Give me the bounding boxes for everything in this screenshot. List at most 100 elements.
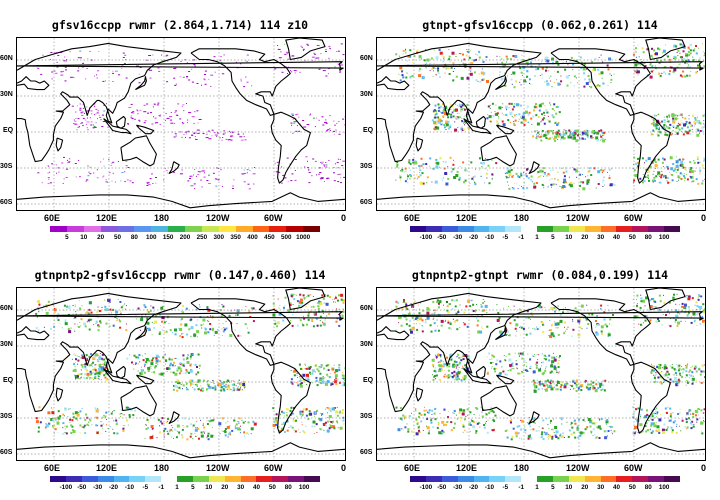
colorbar-swatch — [224, 476, 241, 482]
map-panel-p2: gtnpt-gfsv16ccpp (0.062,0.261) 114 60N 30N… — [360, 0, 720, 250]
colorbar-tick-label: -1 — [518, 484, 524, 491]
colorbar-swatch — [185, 226, 202, 232]
map-plot-area — [16, 37, 346, 211]
colorbar-swatch — [489, 226, 506, 232]
colorbar-tick-label: -20 — [468, 234, 479, 241]
colorbar-swatch — [425, 226, 442, 232]
colorbar-tick-label: 150 — [162, 234, 174, 241]
colorbar-labels: -100 -50 -30 -20 -10 -5 -1 1 5 10 20 30 40 50 80 100 — [410, 484, 680, 494]
colorbar-swatch — [552, 476, 569, 482]
colorbar-tick-label: 5 — [65, 234, 69, 241]
map-canvas — [377, 288, 705, 460]
colorbar-swatch — [83, 226, 101, 232]
map-panel-p3: gtnpntp2-gfsv16ccpp rwmr (0.147,0.460) 1… — [0, 250, 360, 500]
colorbar-tick-label: -30 — [453, 484, 463, 491]
lon-label: 120W — [206, 463, 230, 473]
lat-label: 30S — [0, 163, 13, 170]
colorbar-labels: 5 10 20 50 80 100 150 200 250 300 350 400 450 500 1000 — [50, 234, 320, 244]
lat-label: 60N — [0, 305, 13, 312]
colorbar-swatch — [552, 226, 569, 232]
colorbar-swatch — [584, 476, 601, 482]
lon-label: 60E — [44, 463, 61, 473]
colorbar-swatch — [252, 226, 270, 232]
colorbar-swatch — [521, 226, 537, 232]
colorbar-tick-label: -100 — [419, 484, 433, 491]
lon-label: 120W — [206, 213, 230, 223]
lat-label: 30N — [360, 341, 373, 348]
colorbar — [50, 226, 320, 232]
lon-label: 120W — [566, 213, 590, 223]
lat-label: 60S — [360, 199, 373, 206]
colorbar-tick-label: 1 — [535, 484, 539, 491]
colorbar-tick-label: 5 — [551, 234, 555, 241]
colorbar-swatch — [489, 476, 506, 482]
colorbar-tick-label: 40 — [612, 234, 620, 241]
colorbar-swatch — [616, 476, 633, 482]
colorbar-swatch — [208, 476, 225, 482]
colorbar-tick-label: 20 — [97, 234, 105, 241]
lon-label: 0 — [341, 463, 347, 473]
colorbar-tick-label: 40 — [252, 484, 260, 491]
colorbar-tick-label: -10 — [484, 234, 494, 241]
colorbar-tick-label: -20 — [468, 484, 479, 491]
colorbar — [410, 476, 680, 482]
colorbar-tick-label: 300 — [213, 234, 225, 241]
colorbar — [50, 476, 320, 482]
colorbar-tick-label: -100 — [419, 234, 433, 241]
colorbar-swatch — [505, 226, 522, 232]
colorbar-tick-label: 1 — [535, 234, 539, 241]
lon-label: 60E — [404, 213, 421, 223]
colorbar-swatch — [473, 476, 490, 482]
colorbar-tick-label: 350 — [230, 234, 241, 241]
colorbar-swatch — [235, 226, 253, 232]
colorbar-swatch — [134, 226, 152, 232]
coastlines — [17, 288, 345, 459]
colorbar-swatch — [600, 476, 617, 482]
colorbar-tick-label: 250 — [196, 234, 208, 241]
colorbar-swatch — [81, 476, 98, 482]
colorbar-swatch — [505, 476, 522, 482]
lat-label: 60S — [0, 449, 13, 456]
panel-title: gtnpntp2-gfsv16ccpp rwmr (0.147,0.460) 1… — [34, 268, 326, 282]
colorbar-swatch — [568, 226, 585, 232]
colorbar-tick-label: -20 — [108, 484, 119, 491]
lon-label: 120E — [456, 213, 478, 223]
colorbar-tick-label: 100 — [145, 234, 157, 241]
colorbar-swatch — [664, 226, 680, 232]
lat-label: 30N — [0, 341, 13, 348]
lat-label: 60N — [360, 305, 373, 312]
lat-label: 30S — [360, 163, 373, 170]
colorbar-tick-label: 500 — [280, 234, 292, 241]
lon-label: 0 — [341, 213, 347, 223]
lon-label: 180 — [514, 213, 530, 223]
colorbar-tick-label: -5 — [502, 234, 509, 241]
colorbar-swatch — [441, 226, 458, 232]
colorbar-tick-label: 20 — [581, 484, 589, 491]
colorbar-tick-label: 50 — [268, 484, 276, 491]
colorbar-swatch — [168, 226, 185, 232]
precip-field — [35, 293, 345, 441]
colorbar-tick-label: -50 — [437, 484, 447, 491]
lat-label: 30N — [0, 91, 13, 98]
colorbar-swatch — [303, 226, 320, 232]
lon-label: 60W — [264, 213, 283, 223]
colorbar-tick-label: 80 — [644, 234, 652, 241]
colorbar-tick-label: 100 — [658, 484, 670, 491]
colorbar-tick-label: 200 — [179, 234, 191, 241]
colorbar-swatch — [97, 476, 114, 482]
colorbar-swatch — [537, 226, 553, 232]
lat-label: 30S — [0, 413, 13, 420]
colorbar-swatch — [100, 226, 118, 232]
colorbar-swatch — [521, 476, 537, 482]
colorbar-swatch — [161, 476, 177, 482]
lon-label: 180 — [154, 213, 170, 223]
coastlines — [377, 288, 705, 459]
colorbar-tick-label: 10 — [565, 234, 573, 241]
colorbar-swatch — [50, 476, 66, 482]
lat-label: EQ — [363, 127, 374, 134]
colorbar-swatch — [304, 476, 320, 482]
colorbar-swatch — [648, 476, 664, 482]
colorbar-tick-label: 100 — [298, 484, 310, 491]
colorbar-tick-label: -30 — [453, 234, 463, 241]
colorbar-swatch — [151, 226, 169, 232]
